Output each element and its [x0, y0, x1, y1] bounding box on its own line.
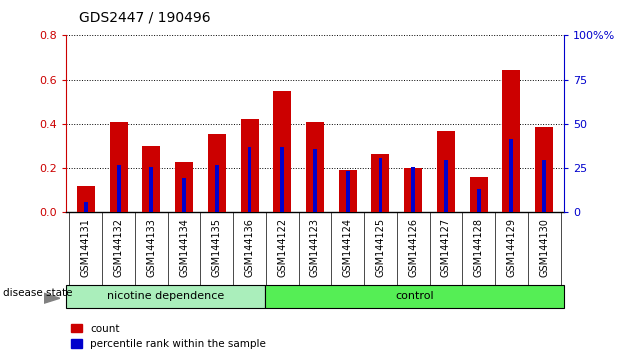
Bar	[306, 122, 324, 212]
Text: GSM144128: GSM144128	[474, 218, 484, 277]
Bar	[444, 160, 448, 212]
Bar	[503, 70, 520, 212]
Bar	[339, 170, 357, 212]
Bar	[411, 167, 415, 212]
Bar	[404, 168, 422, 212]
Bar	[110, 122, 127, 212]
Bar	[66, 285, 265, 308]
Bar	[379, 158, 382, 212]
Bar	[536, 127, 553, 212]
Bar	[510, 139, 513, 212]
Bar	[182, 178, 186, 212]
Bar	[117, 165, 120, 212]
Legend: count, percentile rank within the sample: count, percentile rank within the sample	[71, 324, 266, 349]
Bar	[470, 177, 488, 212]
Bar	[208, 134, 226, 212]
Text: GSM144130: GSM144130	[539, 218, 549, 277]
Bar	[273, 91, 291, 212]
Bar	[280, 147, 284, 212]
Text: GSM144122: GSM144122	[277, 218, 287, 277]
Bar	[215, 165, 219, 212]
Text: GSM144127: GSM144127	[441, 218, 451, 277]
Text: GSM144132: GSM144132	[113, 218, 123, 277]
Bar	[248, 147, 251, 212]
Bar	[477, 189, 481, 212]
Bar	[346, 171, 350, 212]
Text: GDS2447 / 190496: GDS2447 / 190496	[79, 11, 210, 25]
Text: nicotine dependence: nicotine dependence	[107, 291, 224, 302]
Text: GSM144126: GSM144126	[408, 218, 418, 277]
Bar	[77, 186, 94, 212]
Bar	[241, 120, 258, 212]
Bar	[149, 167, 153, 212]
Text: GSM144123: GSM144123	[310, 218, 320, 277]
Text: GSM144133: GSM144133	[146, 218, 156, 277]
Bar	[542, 160, 546, 212]
Bar	[313, 149, 317, 212]
Bar	[437, 131, 455, 212]
Text: GSM144131: GSM144131	[81, 218, 91, 277]
Bar	[84, 202, 88, 212]
Text: GSM144135: GSM144135	[212, 218, 222, 277]
Polygon shape	[44, 293, 60, 303]
Text: GSM144129: GSM144129	[507, 218, 517, 277]
Bar	[372, 154, 389, 212]
Bar	[142, 146, 160, 212]
Text: GSM144134: GSM144134	[179, 218, 189, 277]
Text: GSM144125: GSM144125	[375, 218, 386, 277]
Text: GSM144136: GSM144136	[244, 218, 255, 277]
Bar	[265, 285, 564, 308]
Text: disease state: disease state	[3, 288, 72, 298]
Bar	[175, 161, 193, 212]
Text: GSM144124: GSM144124	[343, 218, 353, 277]
Text: control: control	[395, 291, 434, 302]
